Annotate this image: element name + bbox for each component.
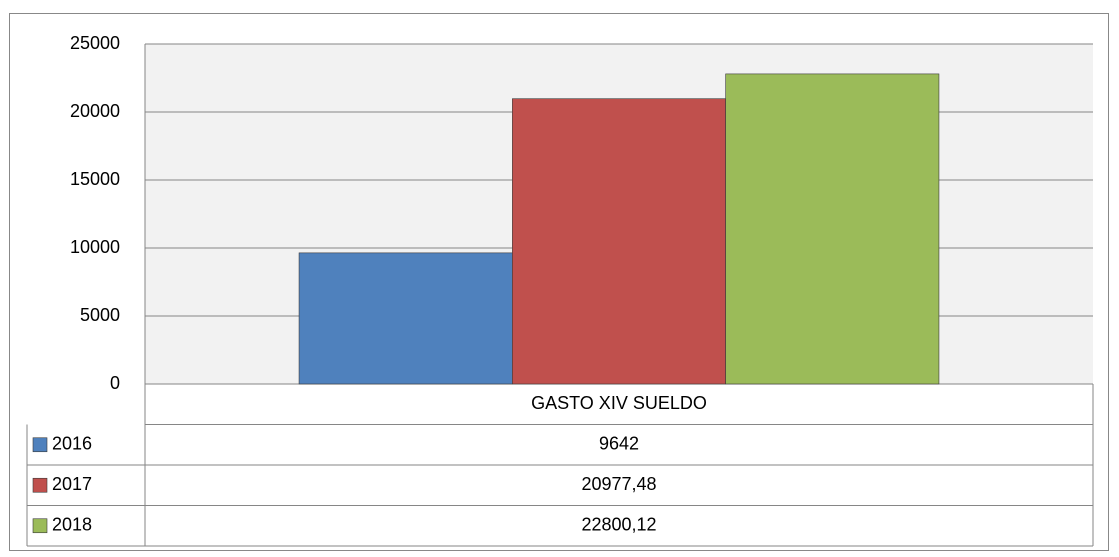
- legend-swatch: [32, 518, 48, 534]
- legend-swatch: [32, 437, 48, 453]
- bar: [725, 73, 940, 385]
- y-tick-label: 0: [110, 373, 120, 393]
- bar: [298, 252, 513, 385]
- table-value: 20977,48: [581, 474, 656, 494]
- table-value: 9642: [599, 434, 639, 454]
- legend-label: 2017: [52, 474, 92, 494]
- legend-label: 2018: [52, 515, 92, 535]
- legend-swatch: [32, 477, 48, 493]
- y-tick-label: 25000: [70, 33, 120, 53]
- legend-label: 2016: [52, 434, 92, 454]
- y-tick-label: 15000: [70, 169, 120, 189]
- y-tick-label: 20000: [70, 101, 120, 121]
- bar: [512, 98, 726, 385]
- y-tick-label: 10000: [70, 237, 120, 257]
- table-value: 22800,12: [581, 515, 656, 535]
- y-tick-label: 5000: [80, 305, 120, 325]
- category-label: GASTO XIV SUELDO: [531, 393, 707, 413]
